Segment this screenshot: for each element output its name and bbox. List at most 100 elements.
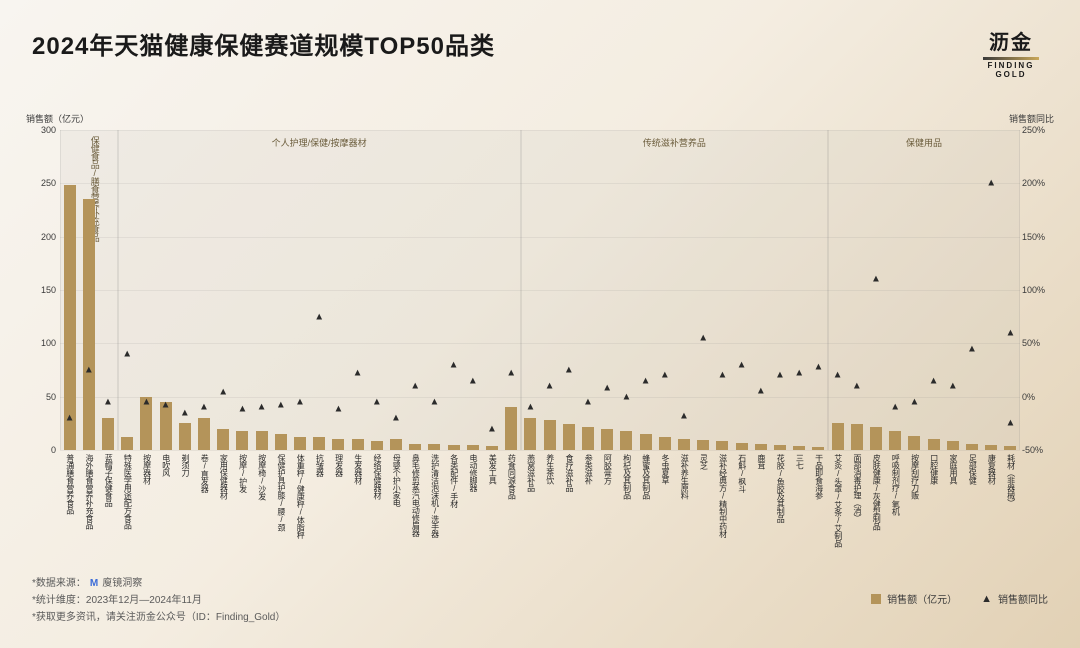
x-label: 普通膳食营养食品 [65, 454, 73, 514]
x-label: 干品即食海参 [814, 454, 822, 499]
x-axis-labels: 普通膳食营养食品海外膳食营养补充食品蓝帽子保健食品特殊医学用途配方食品按摩器材电… [60, 454, 1020, 574]
x-label: 面部消毒护理（消） [853, 454, 861, 522]
footer-notes: *数据来源： M 廋镜洞察 *统计维度：2023年12月—2024年11月 *获… [32, 575, 285, 626]
y-left-tick: 250 [26, 178, 56, 188]
x-label: 蓝帽子保健食品 [104, 454, 112, 507]
x-label: 经络保健器材 [373, 454, 381, 499]
x-label: 康复器材 [987, 454, 995, 484]
bar [793, 446, 805, 450]
region: 个人护理/保健/按摩器材 [118, 130, 521, 450]
legend-tri-label: 销售额同比 [998, 591, 1048, 606]
bar [102, 418, 114, 450]
bar [524, 418, 536, 450]
footer-src-label: *数据来源： [32, 575, 86, 592]
x-label: 滋补经典方/精制中药材 [718, 454, 726, 538]
x-label: 生发器材 [353, 454, 361, 484]
x-label: 耗材（非器械） [1006, 454, 1014, 507]
x-label: 家用保健器材 [219, 454, 227, 499]
x-label: 特殊医学用途配方食品 [123, 454, 131, 529]
x-label: 保健护具护膝/腰/颈 [277, 454, 285, 531]
x-label: 艾灸/头罩/艾条/艾制品 [833, 454, 841, 547]
x-label: 鼻毛修剪蒸汽电动修眉器 [411, 454, 419, 537]
bar [428, 444, 440, 450]
bar [736, 443, 748, 450]
x-label: 养生茶饮 [545, 454, 553, 484]
y-left-title: 销售额（亿元） [26, 112, 89, 125]
bar [332, 439, 344, 450]
bar [774, 445, 786, 450]
bar [505, 407, 517, 450]
x-label: 冬虫夏草 [661, 454, 669, 484]
x-label: 鹿茸 [757, 454, 765, 469]
chart-title: 2024年天猫健康保健赛道规模TOP50品类 [32, 26, 495, 61]
bar [563, 424, 575, 450]
x-label: 皮肤健康/灰健型制品 [872, 454, 880, 530]
x-label: 枸杞及其制品 [622, 454, 630, 499]
bar [582, 427, 594, 450]
legend: 销售额（亿元） ▲ 销售额同比 [871, 591, 1048, 606]
x-label: 卷/直发器 [200, 454, 208, 493]
legend-bar-label: 销售额（亿元） [887, 591, 957, 606]
y-right-tick: -50% [1022, 445, 1056, 455]
bar [678, 439, 690, 450]
region-label: 传统滋补营养品 [522, 136, 827, 149]
region: 保健用品 [828, 130, 1020, 450]
x-label: 按摩/护发 [238, 454, 246, 493]
y-right-tick: 150% [1022, 232, 1056, 242]
bar [236, 431, 248, 450]
x-label: 花胶/鱼胶及其制品 [776, 454, 784, 523]
x-label: 按摩椅/沙发 [257, 454, 265, 500]
x-label: 阿胶膏方 [603, 454, 611, 484]
bar [371, 441, 383, 450]
y-left-tick: 0 [26, 445, 56, 455]
y-right-tick: 0% [1022, 392, 1056, 402]
bar [620, 431, 632, 450]
bar [640, 434, 652, 450]
bar [486, 446, 498, 450]
bar [659, 437, 671, 450]
bar [697, 440, 709, 450]
bar [467, 445, 479, 450]
x-label: 美发工具 [488, 454, 496, 484]
bar [889, 431, 901, 450]
bar [870, 427, 882, 450]
x-label: 足部保健 [968, 454, 976, 484]
y-right-tick: 50% [1022, 338, 1056, 348]
x-label: 理发器 [334, 454, 342, 477]
y-left-tick: 100 [26, 338, 56, 348]
legend-tri-swatch: ▲ [981, 593, 992, 605]
bar [755, 444, 767, 450]
y-right-tick: 100% [1022, 285, 1056, 295]
footer-src-name: 廋镜洞察 [102, 575, 142, 592]
x-label: 体重秤/健康秤/体脂秤 [296, 454, 304, 539]
y-left-tick: 50 [26, 392, 56, 402]
gridline [60, 450, 1020, 451]
region-label: 个人护理/保健/按摩器材 [119, 136, 520, 149]
x-label: 洗护清洁泡沫机/洗手器 [430, 454, 438, 538]
legend-bar: 销售额（亿元） [871, 591, 957, 606]
bar [294, 437, 306, 450]
bar [83, 199, 95, 450]
bar [448, 445, 460, 450]
x-label: 药食同源食品 [507, 454, 515, 499]
plot-area: 050100150200250300-50%0%50%100%150%200%2… [60, 130, 1020, 450]
x-label: 食疗滋补品 [565, 454, 573, 492]
x-label: 剃须刀 [181, 454, 189, 477]
legend-tri: ▲ 销售额同比 [981, 591, 1048, 606]
x-label: 燕窝滋补品 [526, 454, 534, 492]
bar [352, 439, 364, 450]
bar [812, 447, 824, 450]
x-label: 蜂蜜及其制品 [641, 454, 649, 499]
brand-en: FINDING GOLD [976, 61, 1046, 79]
bar [947, 441, 959, 450]
x-label: 家庭用具 [949, 454, 957, 484]
bar [313, 437, 325, 450]
x-label: 石斛/枫斗 [737, 454, 745, 493]
x-label: 母婴个护小家电 [392, 454, 400, 507]
x-label: 抗皱器 [315, 454, 323, 477]
brand-cn: 沥金 [976, 26, 1046, 55]
x-label: 灵芝 [699, 454, 707, 469]
x-label: 滋补养生原料 [680, 454, 688, 499]
region: 传统滋补营养品 [521, 130, 828, 450]
bar [716, 441, 728, 450]
